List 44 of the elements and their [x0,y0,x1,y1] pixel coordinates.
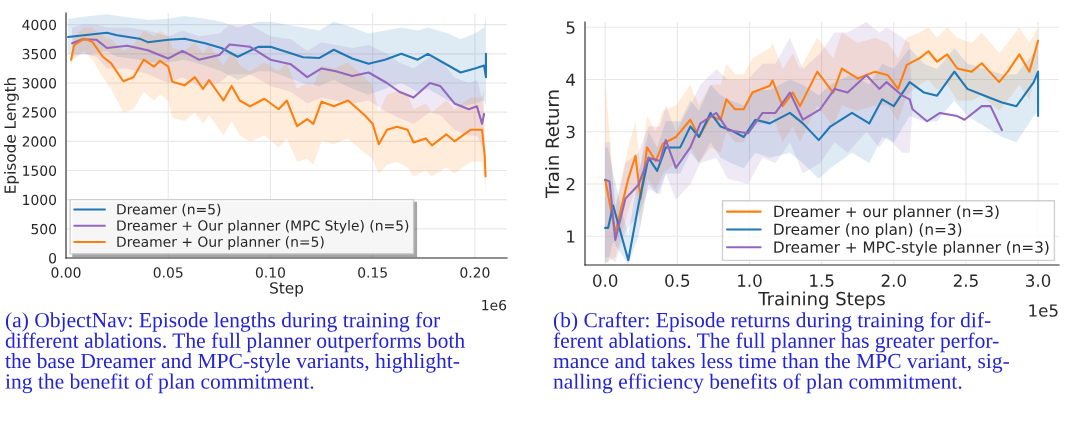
legend-label: Dreamer + Our planner (n=5) [117,236,324,250]
y-tick-label: 2500 [22,107,57,118]
y-tick-label: 5 [566,21,575,34]
x-tick-label: 1.5 [810,274,834,287]
x-tick-label: 0.15 [358,267,387,278]
x-tick-label: 0.5 [665,274,690,287]
x-axis-title: Step [270,282,304,297]
text: (a) ObjectNav: Episode lengths during training for different ablations. The full planner outperforms both the base Dreamer and MPC-style variants, highlight- ing the benefit of plan commitment. [5,312,465,394]
y-tick-label: 3000 [22,77,57,89]
y-tick-label: 3500 [22,48,57,60]
x-tick-label: 0.05 [153,267,183,278]
y-tick-label: 1 [567,230,575,243]
x-tick-label: 1.0 [738,274,762,287]
line-series [604,74,1004,241]
y-tick-label: 2000 [22,136,57,147]
x-tick-label: 0.10 [255,267,285,278]
line-series [71,38,486,125]
y-tick-label: 0 [49,252,57,264]
y-tick-label: 500 [31,223,57,235]
x-axis-title: Training Steps [758,291,885,310]
y-tick-label: 4 [566,73,576,86]
x-tick-label: 0.20 [460,267,490,278]
x-tick-label: 0.0 [593,274,618,287]
legend-label: Dreamer (no plan) (n=3) [774,223,962,238]
x-tick-label: 2.0 [881,274,906,287]
line-series [67,31,487,79]
legend-label: Dreamer (n=5) [117,203,221,217]
text: 1e5 [1029,304,1058,317]
y-tick-label: 3 [566,125,575,139]
legend-label: Dreamer + Our planner (MPC Style) (n=5) [117,220,409,234]
y-tick-label: 2 [566,177,575,191]
y-tick-label: 4000 [22,19,57,31]
y-tick-label: 1000 [23,194,57,206]
x-tick-label: 0.00 [51,267,81,278]
x-tick-label: 2.5 [953,274,978,287]
y-axis-title: Episode Length [4,78,19,193]
text: (b) Crafter: Episode returns during training for dif- ferent ablations. The full planner has greater perfor- mance and takes less time than the MPC variant, sig- nalling efficiency benefits of plan commitment. [553,312,1009,394]
legend-label: Dreamer + our planner (n=3) [774,205,999,221]
y-axis-title: Train Return [545,90,560,199]
line-series [70,37,487,178]
x-tick-label: 3.0 [1026,274,1051,287]
legend-label: Dreamer + MPC-style planner (n=3) [774,241,1049,256]
y-tick-label: 1500 [23,165,57,176]
text: 1e6 [482,299,507,311]
